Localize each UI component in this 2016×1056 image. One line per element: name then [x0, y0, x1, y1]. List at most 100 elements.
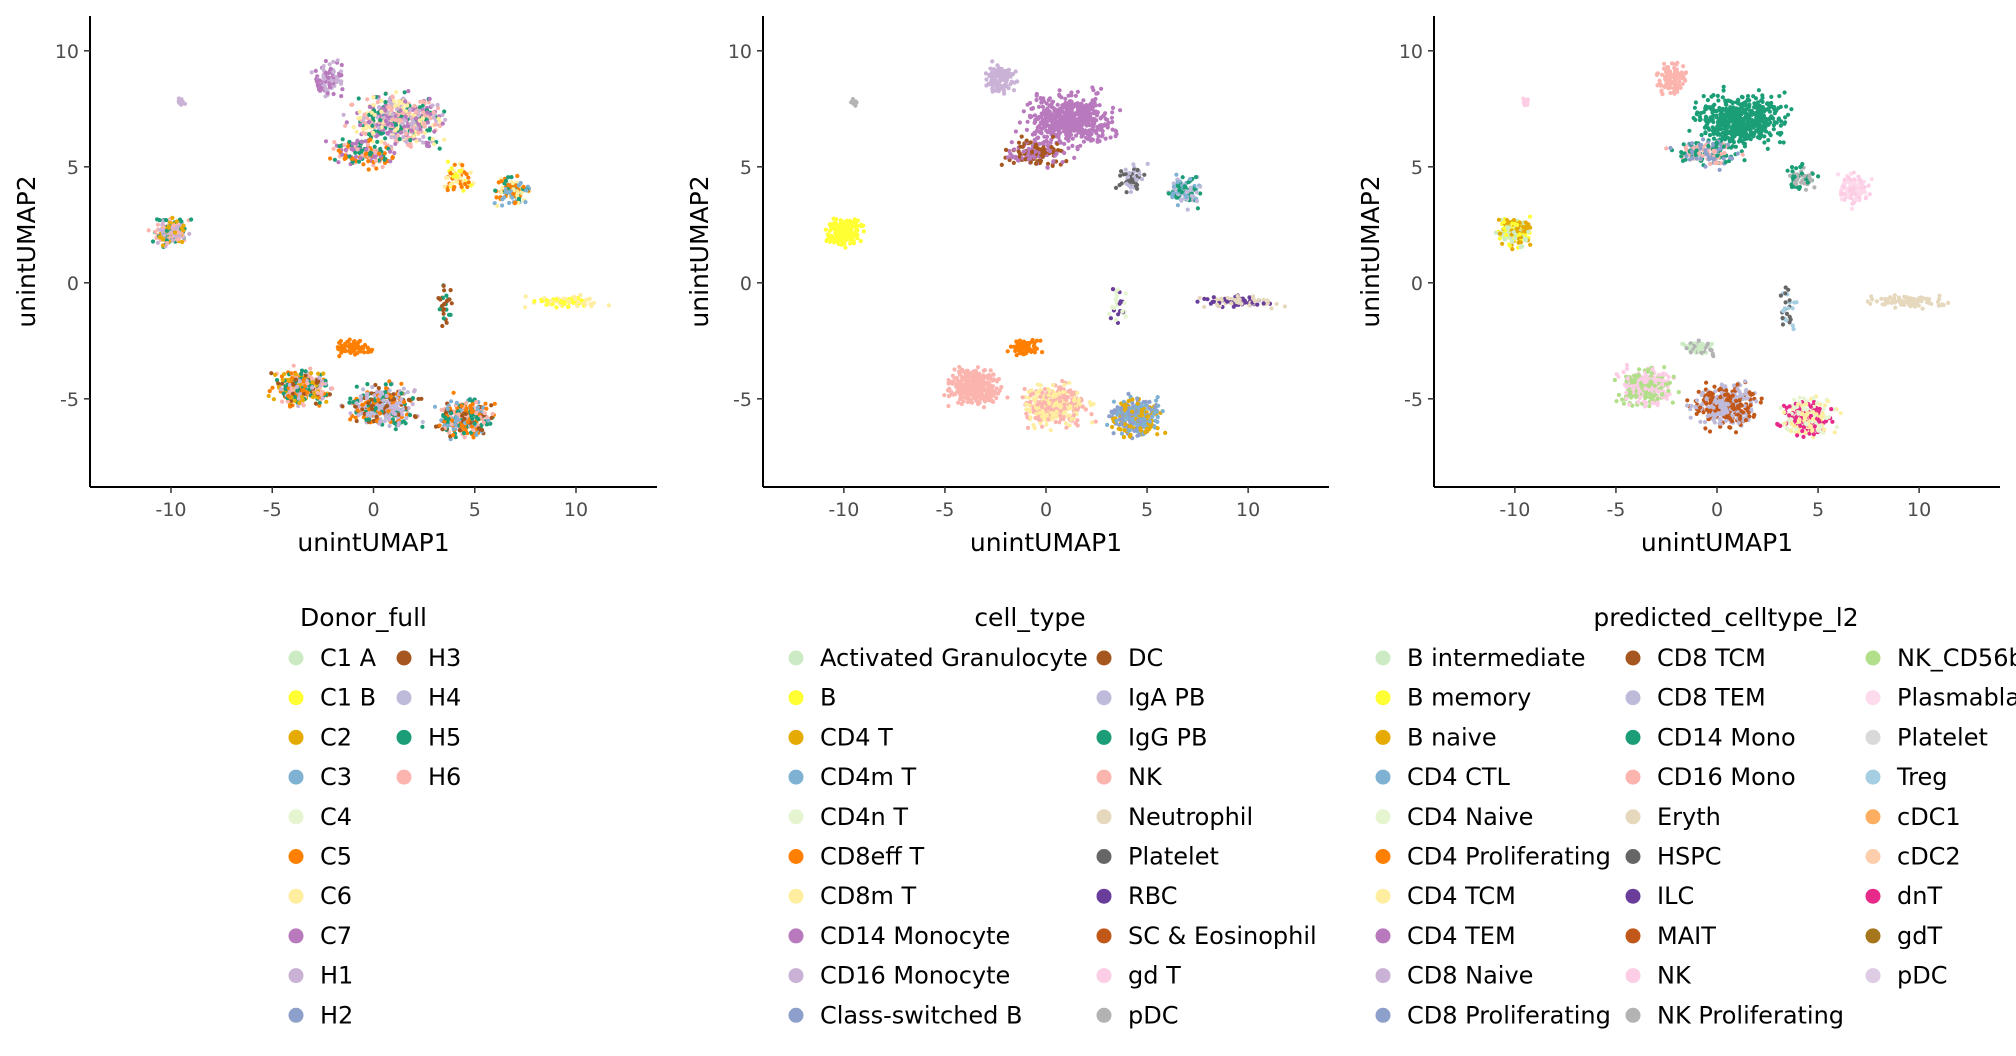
data-point: [1256, 297, 1261, 302]
data-point: [1105, 124, 1110, 129]
data-point: [1040, 350, 1045, 355]
data-point: [855, 232, 860, 237]
data-point: [170, 215, 175, 220]
data-point: [1193, 175, 1198, 180]
data-point: [1139, 177, 1145, 182]
data-point: [1170, 195, 1175, 200]
data-point: [386, 99, 391, 104]
legend-label: C1 A: [320, 644, 377, 672]
data-point: [390, 117, 395, 122]
data-point: [1135, 422, 1140, 427]
data-point: [392, 150, 397, 156]
legend-label: CD4m T: [820, 763, 917, 791]
data-point: [419, 396, 424, 401]
data-point: [1195, 299, 1200, 304]
data-point: [511, 191, 516, 197]
data-point: [1184, 190, 1189, 195]
data-point: [305, 390, 310, 395]
data-point: [282, 372, 287, 377]
data-point: [1111, 416, 1116, 421]
data-point: [1110, 110, 1115, 115]
data-point: [1154, 398, 1159, 403]
data-point: [461, 188, 466, 193]
data-point: [465, 419, 470, 425]
data-point: [523, 305, 528, 310]
data-point: [435, 106, 441, 111]
data-point: [409, 128, 414, 133]
data-point: [305, 381, 310, 386]
legend-key: [788, 928, 804, 944]
data-point: [1026, 146, 1031, 151]
data-point: [1028, 409, 1033, 414]
data-point: [1229, 301, 1234, 306]
data-point: [481, 420, 486, 425]
data-point: [442, 184, 447, 189]
data-point: [359, 148, 364, 153]
data-point: [1134, 410, 1139, 415]
data-point: [309, 70, 314, 75]
data-point: [1766, 138, 1771, 143]
data-point: [364, 147, 369, 152]
data-point: [1044, 128, 1049, 133]
data-point: [1114, 292, 1119, 297]
data-point: [539, 299, 544, 304]
data-point: [1135, 167, 1140, 173]
x-tick-label: -5: [263, 499, 282, 521]
data-point: [1120, 309, 1125, 314]
data-point: [341, 112, 346, 117]
scatter-points: [823, 59, 1287, 441]
data-point: [1261, 297, 1266, 302]
data-point: [849, 235, 854, 240]
data-point: [1067, 413, 1072, 418]
data-point: [334, 77, 339, 82]
legend-key: [288, 690, 304, 706]
data-point: [340, 137, 345, 142]
data-point: [358, 398, 363, 403]
legend-label: H6: [428, 763, 461, 791]
data-point: [402, 90, 407, 95]
data-point: [975, 383, 981, 389]
legend-key: [288, 1007, 304, 1023]
data-point: [1038, 394, 1043, 399]
data-point: [158, 227, 163, 232]
data-point: [394, 90, 399, 95]
data-point: [366, 167, 371, 172]
data-point: [1163, 430, 1168, 435]
data-point: [400, 406, 406, 412]
data-point: [1040, 404, 1045, 410]
data-point: [1020, 144, 1025, 149]
data-point: [561, 300, 567, 305]
data-point: [274, 378, 280, 383]
data-point: [981, 368, 986, 373]
y-tick-label: -5: [60, 389, 79, 411]
data-point: [382, 151, 387, 156]
data-point: [1044, 101, 1049, 106]
data-point: [164, 218, 169, 223]
data-point: [401, 419, 406, 424]
data-point: [969, 381, 974, 386]
data-point: [1072, 155, 1077, 160]
data-point: [331, 146, 336, 151]
data-point: [544, 298, 549, 303]
data-point: [309, 371, 314, 376]
data-point: [155, 222, 160, 227]
data-point: [1252, 299, 1258, 304]
data-point: [170, 238, 175, 243]
data-point: [1024, 411, 1029, 416]
data-point: [377, 404, 382, 409]
data-point: [440, 407, 445, 413]
data-point: [836, 241, 841, 247]
data-point: [1265, 301, 1270, 306]
data-point: [1038, 338, 1043, 343]
data-point: [449, 301, 454, 306]
data-point: [1062, 406, 1067, 411]
data-point: [390, 94, 395, 99]
data-point: [1095, 91, 1100, 96]
data-point: [1011, 160, 1016, 165]
data-point: [995, 63, 1000, 68]
data-point: [361, 162, 366, 167]
data-point: [852, 224, 857, 229]
legend-label: IgA PB: [1128, 684, 1205, 712]
data-point: [1048, 428, 1053, 433]
